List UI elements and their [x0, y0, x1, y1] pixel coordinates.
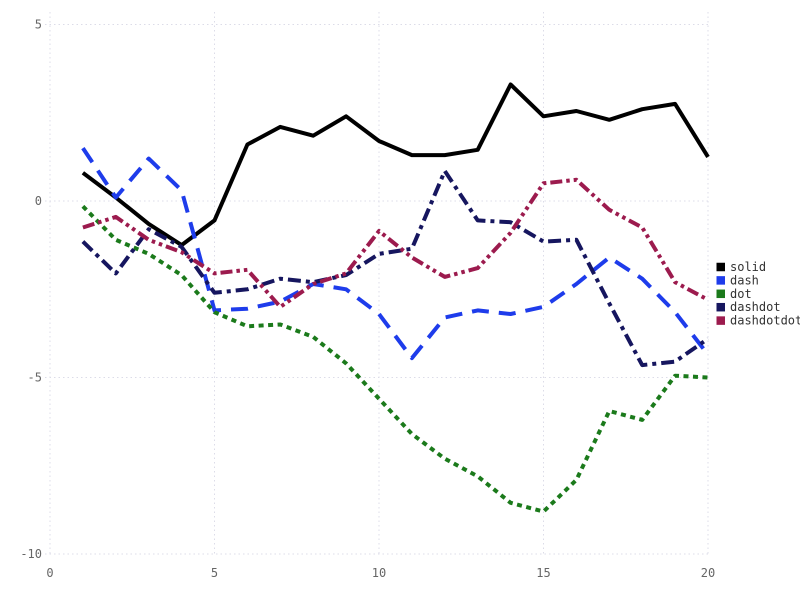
x-tick-label: 5: [211, 566, 218, 580]
legend-item: dashdot: [716, 300, 781, 314]
y-tick-label: 5: [35, 18, 42, 32]
legend-swatch-dashdot: [716, 302, 725, 312]
series-line-dot: [81, 204, 709, 514]
series-line-solid: [81, 82, 710, 248]
legend-label: solid: [730, 260, 766, 274]
legend-item: solid: [716, 260, 766, 274]
y-tick-label: -10: [20, 547, 42, 561]
x-tick-label: 10: [372, 566, 386, 580]
legend-item: dashdotdot: [716, 314, 800, 328]
series-line-dashdot: [81, 169, 710, 368]
x-tick-label: 0: [46, 566, 53, 580]
y-tick-label: -5: [28, 371, 42, 385]
x-tick-label: 15: [536, 566, 550, 580]
legend-label: dash: [730, 273, 759, 287]
x-axis-tick-labels: 0 5 10 15 20: [46, 566, 715, 580]
legend-swatch-dash: [716, 276, 725, 285]
legend-swatch-dashdotdot: [716, 316, 725, 325]
y-axis-tick-labels: -10 -5 0 5: [20, 18, 42, 562]
legend-label: dashdotdot: [730, 314, 800, 328]
series-line-dash: [81, 146, 710, 361]
legend-item: dash: [716, 273, 759, 287]
y-tick-label: 0: [35, 194, 42, 208]
legend-label: dot: [730, 287, 752, 301]
x-tick-label: 20: [701, 566, 715, 580]
series-line-dashdotdot: [82, 177, 709, 309]
legend-label: dashdot: [730, 300, 781, 314]
series-lines: [81, 82, 710, 514]
legend-item: dot: [716, 287, 752, 301]
legend-swatch-solid: [716, 262, 725, 272]
legend-swatch-dot: [716, 289, 725, 299]
